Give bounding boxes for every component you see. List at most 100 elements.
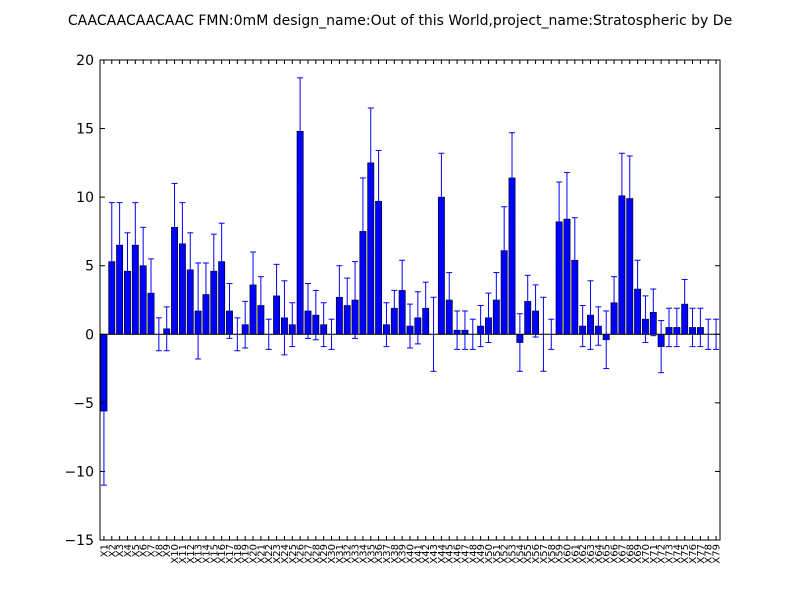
x-tick-label: X23 xyxy=(272,544,283,564)
error-bar-X53 xyxy=(509,132,516,224)
x-tick-label: X57 xyxy=(539,544,550,564)
x-tick-label: X43 xyxy=(429,544,440,564)
error-bar-X31 xyxy=(336,265,343,330)
error-bar-X23 xyxy=(273,263,280,328)
y-tick-label: 5 xyxy=(85,259,94,275)
error-bar-X34 xyxy=(359,177,366,286)
error-bar-X13 xyxy=(195,262,202,360)
x-tick-label: X70 xyxy=(641,544,652,564)
error-bar-X75 xyxy=(681,278,688,330)
x-tick-label: X35 xyxy=(366,544,377,564)
x-tick-label: X15 xyxy=(209,544,220,564)
x-tick-label: X79 xyxy=(712,544,723,564)
error-bar-X60 xyxy=(563,171,570,267)
x-tick-label: X49 xyxy=(476,544,487,564)
x-tick-label: X26 xyxy=(296,544,307,564)
x-tick-label: X69 xyxy=(633,544,644,564)
x-tick-label: X31 xyxy=(335,544,346,564)
error-bar-X77 xyxy=(697,307,704,348)
error-bar-X49 xyxy=(477,304,484,348)
x-tick-label: X66 xyxy=(610,544,621,564)
x-tick-label: X21 xyxy=(256,544,267,564)
error-bar-X7 xyxy=(148,258,154,328)
error-bar-X44 xyxy=(438,152,445,242)
error-bar-X66 xyxy=(611,276,618,330)
error-bar-X59 xyxy=(556,181,563,263)
error-bar-X74 xyxy=(673,307,680,348)
error-bar-X51 xyxy=(493,272,500,328)
x-tick-label: X18 xyxy=(233,544,244,564)
x-tick-label: X52 xyxy=(500,544,511,564)
error-bar-X3 xyxy=(116,202,123,289)
error-bar-X63 xyxy=(587,280,594,350)
x-tick-label: X29 xyxy=(319,544,330,564)
error-bar-X33 xyxy=(352,261,359,339)
error-bar-X68 xyxy=(626,155,633,242)
x-tick-label: X74 xyxy=(672,544,683,564)
error-bar-X39 xyxy=(399,259,406,322)
error-bar-X4 xyxy=(124,232,131,311)
error-bar-X14 xyxy=(202,262,209,327)
error-bar-X37 xyxy=(383,302,390,348)
error-bar-X72 xyxy=(658,320,665,374)
error-bar-X29 xyxy=(320,302,327,348)
y-tick-label: 15 xyxy=(76,122,94,138)
x-tick-label: X1 xyxy=(99,544,110,557)
error-bar-X69 xyxy=(634,259,641,319)
x-tick-label: X67 xyxy=(617,544,628,564)
x-tick-label: X6 xyxy=(139,544,150,557)
x-tick-label: X73 xyxy=(664,544,675,564)
x-tick-label: X27 xyxy=(303,544,314,564)
x-tick-label: X48 xyxy=(468,544,479,564)
error-bar-X54 xyxy=(516,313,523,372)
error-bar-X1 xyxy=(100,336,107,486)
x-tick-label: X5 xyxy=(131,544,142,557)
error-bar-X61 xyxy=(571,217,578,304)
x-tick-label: X56 xyxy=(531,544,542,564)
x-tick-label: X3 xyxy=(115,544,126,557)
x-tick-label: X63 xyxy=(586,544,597,564)
x-tick-label: X7 xyxy=(147,544,158,557)
x-tick-label: X45 xyxy=(445,544,456,564)
x-tick-label: X71 xyxy=(649,544,660,564)
x-tick-label: X20 xyxy=(249,544,260,564)
error-bar-X62 xyxy=(579,304,586,348)
x-tick-label: X28 xyxy=(311,544,322,564)
x-tick-label: X62 xyxy=(578,544,589,564)
x-tick-label: X16 xyxy=(217,544,228,564)
error-bar-X12 xyxy=(187,232,194,308)
x-tick-label: X11 xyxy=(178,544,189,564)
error-bar-X67 xyxy=(618,152,625,239)
error-bar-X52 xyxy=(501,206,508,296)
error-bar-X27 xyxy=(304,283,311,339)
error-bar-X35 xyxy=(367,107,374,219)
error-bar-X9 xyxy=(163,306,170,352)
error-bar-X11 xyxy=(179,202,186,286)
error-bar-X76 xyxy=(689,307,696,348)
error-bar-X15 xyxy=(210,233,217,309)
x-tick-label: X9 xyxy=(162,544,173,557)
x-tick-label: X30 xyxy=(327,544,338,564)
x-tick-label: X34 xyxy=(358,544,369,564)
x-tick-label: X46 xyxy=(453,544,464,564)
x-tick-label: X44 xyxy=(437,544,448,564)
error-bar-X17 xyxy=(226,283,233,339)
x-tick-label: X8 xyxy=(154,544,165,557)
error-bar-X19 xyxy=(242,300,249,349)
error-bar-X28 xyxy=(312,289,319,341)
y-tick-label: −5 xyxy=(73,396,94,412)
x-tick-label: X22 xyxy=(264,544,275,564)
error-bar-X73 xyxy=(666,307,672,348)
y-tick-label: 0 xyxy=(85,327,94,343)
x-tick-label: X41 xyxy=(413,544,424,564)
error-bar-X65 xyxy=(603,310,610,370)
error-bar-X45 xyxy=(446,272,453,328)
error-bar-X25 xyxy=(289,302,296,348)
x-tick-label: X51 xyxy=(492,544,503,564)
x-tick-label: X61 xyxy=(570,544,581,564)
x-tick-label: X68 xyxy=(625,544,636,564)
error-bar-X55 xyxy=(524,274,531,328)
y-tick-label: −10 xyxy=(64,464,94,480)
x-tick-label: X78 xyxy=(704,544,715,564)
